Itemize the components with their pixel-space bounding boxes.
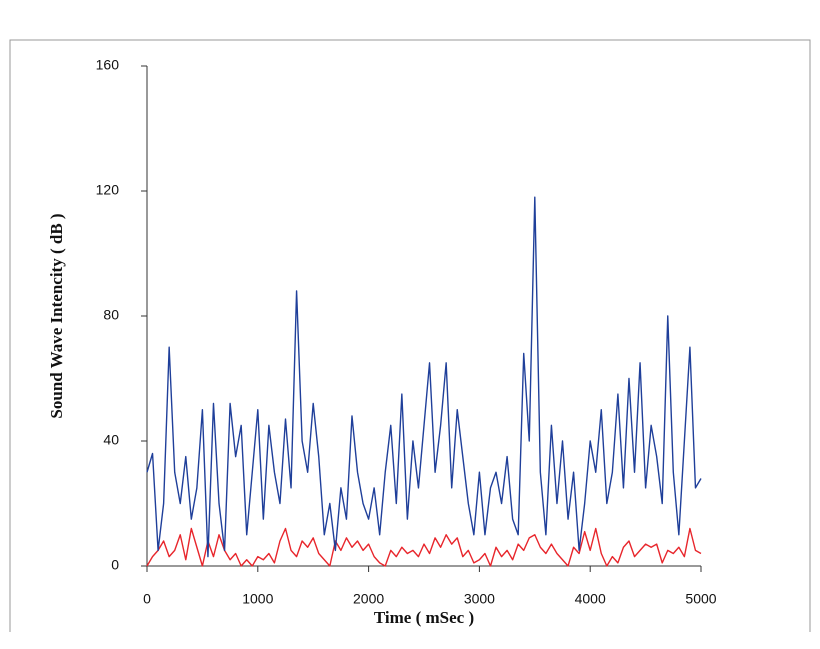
series-line xyxy=(146,196,702,558)
x-tick-label: 0 xyxy=(143,591,151,607)
x-tick-label: 1000 xyxy=(242,591,273,607)
x-tick-label: 5000 xyxy=(685,591,716,607)
y-axis-label: Sound Wave Intencity ( dB ) xyxy=(47,213,66,418)
y-tick-label: 80 xyxy=(103,307,119,323)
x-axis-label: Time ( mSec ) xyxy=(374,608,474,627)
frame xyxy=(9,39,811,632)
y-tick-label: 0 xyxy=(111,557,119,573)
x-tick-label: 4000 xyxy=(575,591,606,607)
y-tick-label: 120 xyxy=(96,182,120,198)
series-line xyxy=(146,527,702,567)
y-tick-label: 40 xyxy=(103,432,119,448)
x-tick-label: 2000 xyxy=(353,591,384,607)
x-tick-label: 3000 xyxy=(464,591,495,607)
y-tick-label: 160 xyxy=(96,57,120,73)
